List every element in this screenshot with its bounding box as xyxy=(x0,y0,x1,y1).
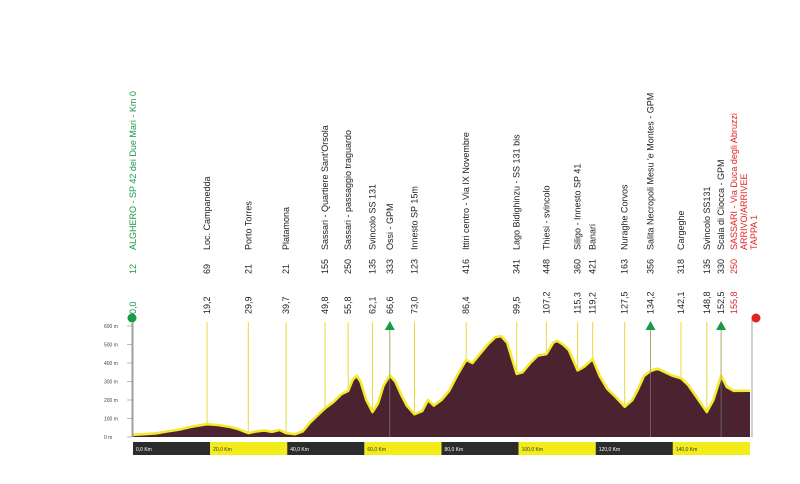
y-tick-label: 200 m xyxy=(104,398,118,404)
km-bar-segment xyxy=(287,442,365,455)
y-tick-label: 400 m xyxy=(104,361,118,367)
profile-flags xyxy=(127,313,761,437)
waypoint-altitude: 250 xyxy=(343,259,353,274)
waypoint-km: 148,8 xyxy=(702,291,712,314)
stage-label: TAPPA 1 xyxy=(749,215,759,250)
waypoint-name: Svincolo SS 131 xyxy=(367,184,377,250)
profile-area-layer xyxy=(132,334,751,437)
km-bar-segment xyxy=(441,442,519,455)
waypoint-name: SASSARI - Via Duca degli Abruzzi xyxy=(729,113,739,250)
waypoint-altitude: 155 xyxy=(320,259,330,274)
km-bar-segment xyxy=(518,442,596,455)
waypoint-km: 134,2 xyxy=(646,291,656,314)
y-tick-label: 100 m xyxy=(104,417,118,423)
km-bar-label: 140,0 Km xyxy=(676,447,697,453)
km-bar-segment xyxy=(595,442,673,455)
waypoint-km: 107,2 xyxy=(541,291,551,314)
waypoint-km: 62,1 xyxy=(367,296,377,314)
y-axis-ticks: 600 m 500 m 400 m 300 m 200 m 100 m 0 m xyxy=(104,323,133,441)
waypoint-name: Lago Bidighinzu - SS 131 bis xyxy=(512,134,522,250)
y-tick-label: 0 m xyxy=(104,435,112,441)
waypoint-km: 119,2 xyxy=(588,292,598,314)
waypoint-km: 19,2 xyxy=(202,296,212,314)
waypoint-name: ALGHERO - SP 42 dei Due Mari - Km 0 xyxy=(128,91,138,250)
waypoint-altitude: 135 xyxy=(702,259,712,274)
gpm-triangle xyxy=(645,321,656,330)
waypoint-altitude: 123 xyxy=(410,259,420,274)
waypoint-altitude: 21 xyxy=(281,264,291,274)
waypoint-name: Siligo - Innesto SP 41 xyxy=(573,164,583,250)
waypoint-name: Innesto SP 15m xyxy=(410,186,420,250)
waypoint-name: Thiesi - svincolo xyxy=(541,185,551,250)
waypoint-km: 49,8 xyxy=(320,296,330,314)
gpm-triangle xyxy=(384,321,395,330)
waypoint-labels: 0,0 12 ALGHERO - SP 42 dei Due Mari - Km 0… xyxy=(128,91,759,314)
waypoint-km: 86,4 xyxy=(461,296,471,314)
km-bar-label: 0,0 Km xyxy=(136,447,152,453)
km-bar-label: 120,0 Km xyxy=(599,447,620,453)
waypoint-altitude: 250 xyxy=(729,259,739,274)
waypoint-name: Porto Torres xyxy=(243,201,253,250)
waypoint-altitude: 135 xyxy=(367,259,377,274)
profile-area xyxy=(133,336,750,437)
waypoint-altitude: 356 xyxy=(646,259,656,274)
waypoint-altitude: 21 xyxy=(243,264,253,274)
y-tick-label: 600 m xyxy=(104,324,118,330)
waypoint-altitude: 12 xyxy=(128,264,138,274)
waypoint-name: Sassari - Quartiere Sant'Orsola xyxy=(320,125,330,250)
waypoint-altitude: 416 xyxy=(461,259,471,274)
waypoint-name: Platamona xyxy=(281,207,291,250)
waypoint-altitude: 318 xyxy=(676,259,686,274)
waypoint-name: Nuraghe Corvos xyxy=(620,184,630,250)
km-bar-label: 20,0 Km xyxy=(213,447,232,453)
km-scale-bar: 0,0 Km 20,0 Km 40,0 Km 60,0 Km 80,0 Km 100,0 … xyxy=(133,442,750,455)
km-bar-segment xyxy=(133,442,211,455)
waypoint-name: Salita Necropoli Mesu 'e Montes - GPM xyxy=(646,93,656,250)
km-bar-label: 100,0 Km xyxy=(522,447,543,453)
waypoint-km: 142,1 xyxy=(676,291,686,314)
profile-line xyxy=(132,334,751,437)
waypoint-km: 29,9 xyxy=(243,296,253,314)
waypoint-name: Svincolo SS131 xyxy=(702,186,712,250)
waypoint-km: 99,5 xyxy=(512,296,522,314)
waypoint-altitude: 69 xyxy=(202,264,212,274)
waypoint-km: 115,3 xyxy=(573,292,583,314)
waypoint-name: Cargeghe xyxy=(676,210,686,250)
waypoint-name: Ittiri centro - Via IX Novembre xyxy=(461,132,471,250)
km-bar-segment xyxy=(210,442,288,455)
waypoint-name: Loc. Campanedda xyxy=(202,176,212,250)
km-bar-label: 60,0 Km xyxy=(367,447,386,453)
waypoint-altitude: 163 xyxy=(620,259,630,274)
waypoint-km: 73,0 xyxy=(410,296,420,314)
y-tick-label: 300 m xyxy=(104,380,118,386)
waypoint-altitude: 333 xyxy=(385,259,395,274)
waypoint-km: 152,5 xyxy=(716,291,726,314)
y-tick-label: 500 m xyxy=(104,343,118,349)
waypoint-name: Scala di Ciocca - GPM xyxy=(716,159,726,250)
waypoint-km: 0,0 xyxy=(128,301,138,314)
waypoint-name: Ossi - GPM xyxy=(385,204,395,251)
finish-dot xyxy=(751,313,761,323)
waypoint-altitude: 360 xyxy=(573,259,583,274)
waypoint-name: Banari xyxy=(588,224,598,250)
km-bar-label: 80,0 Km xyxy=(445,447,464,453)
gpm-triangle xyxy=(716,321,727,330)
waypoint-altitude: 330 xyxy=(716,259,726,274)
waypoint-km: 55,8 xyxy=(343,296,353,314)
waypoint-name: Sassari - passaggio traguardo xyxy=(343,130,353,250)
waypoint-km: 155,8 xyxy=(729,291,739,314)
km-bar-segment xyxy=(364,442,442,455)
km-bar-segment xyxy=(672,442,750,455)
waypoint-altitude: 448 xyxy=(541,259,551,274)
waypoint-km: 66,6 xyxy=(385,296,395,314)
waypoint-km: 39,7 xyxy=(281,296,291,314)
finish-label: ARRIVO/ARRIVEE xyxy=(739,173,749,250)
km-bar-label: 40,0 Km xyxy=(290,447,309,453)
waypoint-altitude: 341 xyxy=(512,259,522,274)
waypoint-altitude: 421 xyxy=(588,259,598,274)
start-dot xyxy=(127,313,137,323)
waypoint-km: 127,5 xyxy=(620,291,630,314)
